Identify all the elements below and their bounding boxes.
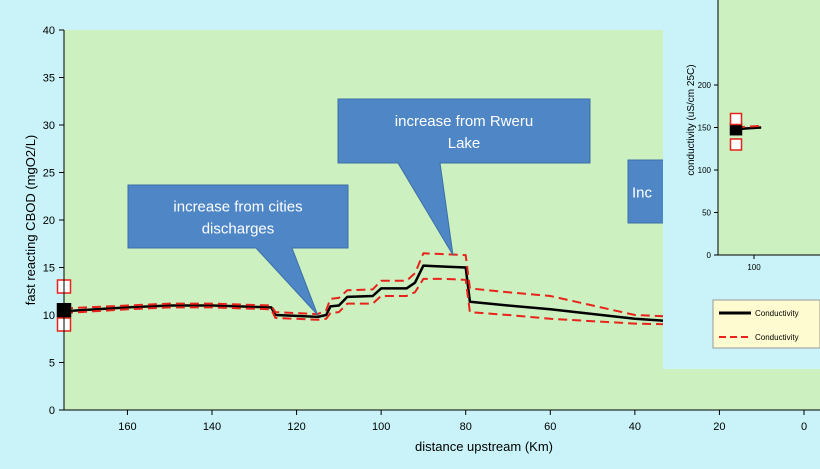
y-tick-label: 35	[43, 73, 55, 85]
callout-text: increase from cities	[173, 199, 302, 216]
y-tick-label: 15	[43, 263, 55, 275]
inset-legend: Conductivity Conductivity	[712, 299, 820, 349]
callout-text: Lake	[448, 135, 481, 152]
annotation-callout-cities: increase from cities discharges	[127, 184, 349, 316]
inset-legend-box	[712, 299, 820, 349]
inset-y-axis-label: conductivity (uS/cm 25C)	[686, 64, 697, 175]
inset-observation-marker	[729, 122, 743, 136]
inset-y-tick-label: 50	[702, 209, 711, 218]
inset-conductivity-chart: 0 50 100 150 200 100 conductivity (uS/cm 25C)…	[663, 0, 820, 369]
x-tick-label: 0	[801, 421, 807, 433]
x-tick-label: 60	[544, 421, 556, 433]
x-tick-label: 20	[713, 421, 725, 433]
series-line-dashed-red-lower	[63, 277, 720, 326]
inset-y-tick-label: 200	[698, 81, 712, 90]
series-line-solid-black	[63, 264, 720, 323]
callout-text: increase from Rweru	[395, 113, 533, 130]
y-tick-label: 5	[49, 358, 55, 370]
inset-y-tick-label: 150	[698, 124, 712, 133]
legend-label-2: Conductivity	[755, 333, 799, 342]
inset-observation-marker	[729, 112, 743, 126]
callout-text: discharges	[202, 221, 275, 238]
inset-y-tick-label: 100	[698, 166, 712, 175]
x-tick-label: 100	[372, 421, 390, 433]
inset-y-tick-label: 0	[707, 251, 712, 260]
y-tick-label: 20	[43, 215, 55, 227]
x-tick-label: 40	[629, 421, 641, 433]
callout-shape	[337, 98, 591, 256]
inset-observation-marker	[729, 138, 743, 151]
y-axis-label: fast reacting CBOD (mgO2/L)	[23, 135, 38, 306]
x-tick-label: 140	[203, 421, 221, 433]
series-line-dashed-red-upper	[63, 252, 720, 318]
y-tick-label: 10	[43, 310, 55, 322]
callout-shape	[127, 184, 349, 316]
y-tick-label: 30	[43, 120, 55, 132]
annotation-callout-rweru: increase from Rweru Lake	[337, 98, 591, 256]
y-tick-label: 0	[49, 405, 55, 417]
callout-text: Inc	[632, 185, 653, 202]
x-tick-label: 80	[460, 421, 472, 433]
x-tick-label: 160	[118, 421, 136, 433]
y-tick-label: 25	[43, 168, 55, 180]
x-tick-label: 120	[287, 421, 305, 433]
inset-x-tick-label: 100	[747, 263, 761, 272]
legend-label-1: Conductivity	[755, 309, 799, 318]
x-axis-label: distance upstream (Km)	[415, 439, 553, 454]
y-tick-label: 40	[43, 25, 55, 37]
